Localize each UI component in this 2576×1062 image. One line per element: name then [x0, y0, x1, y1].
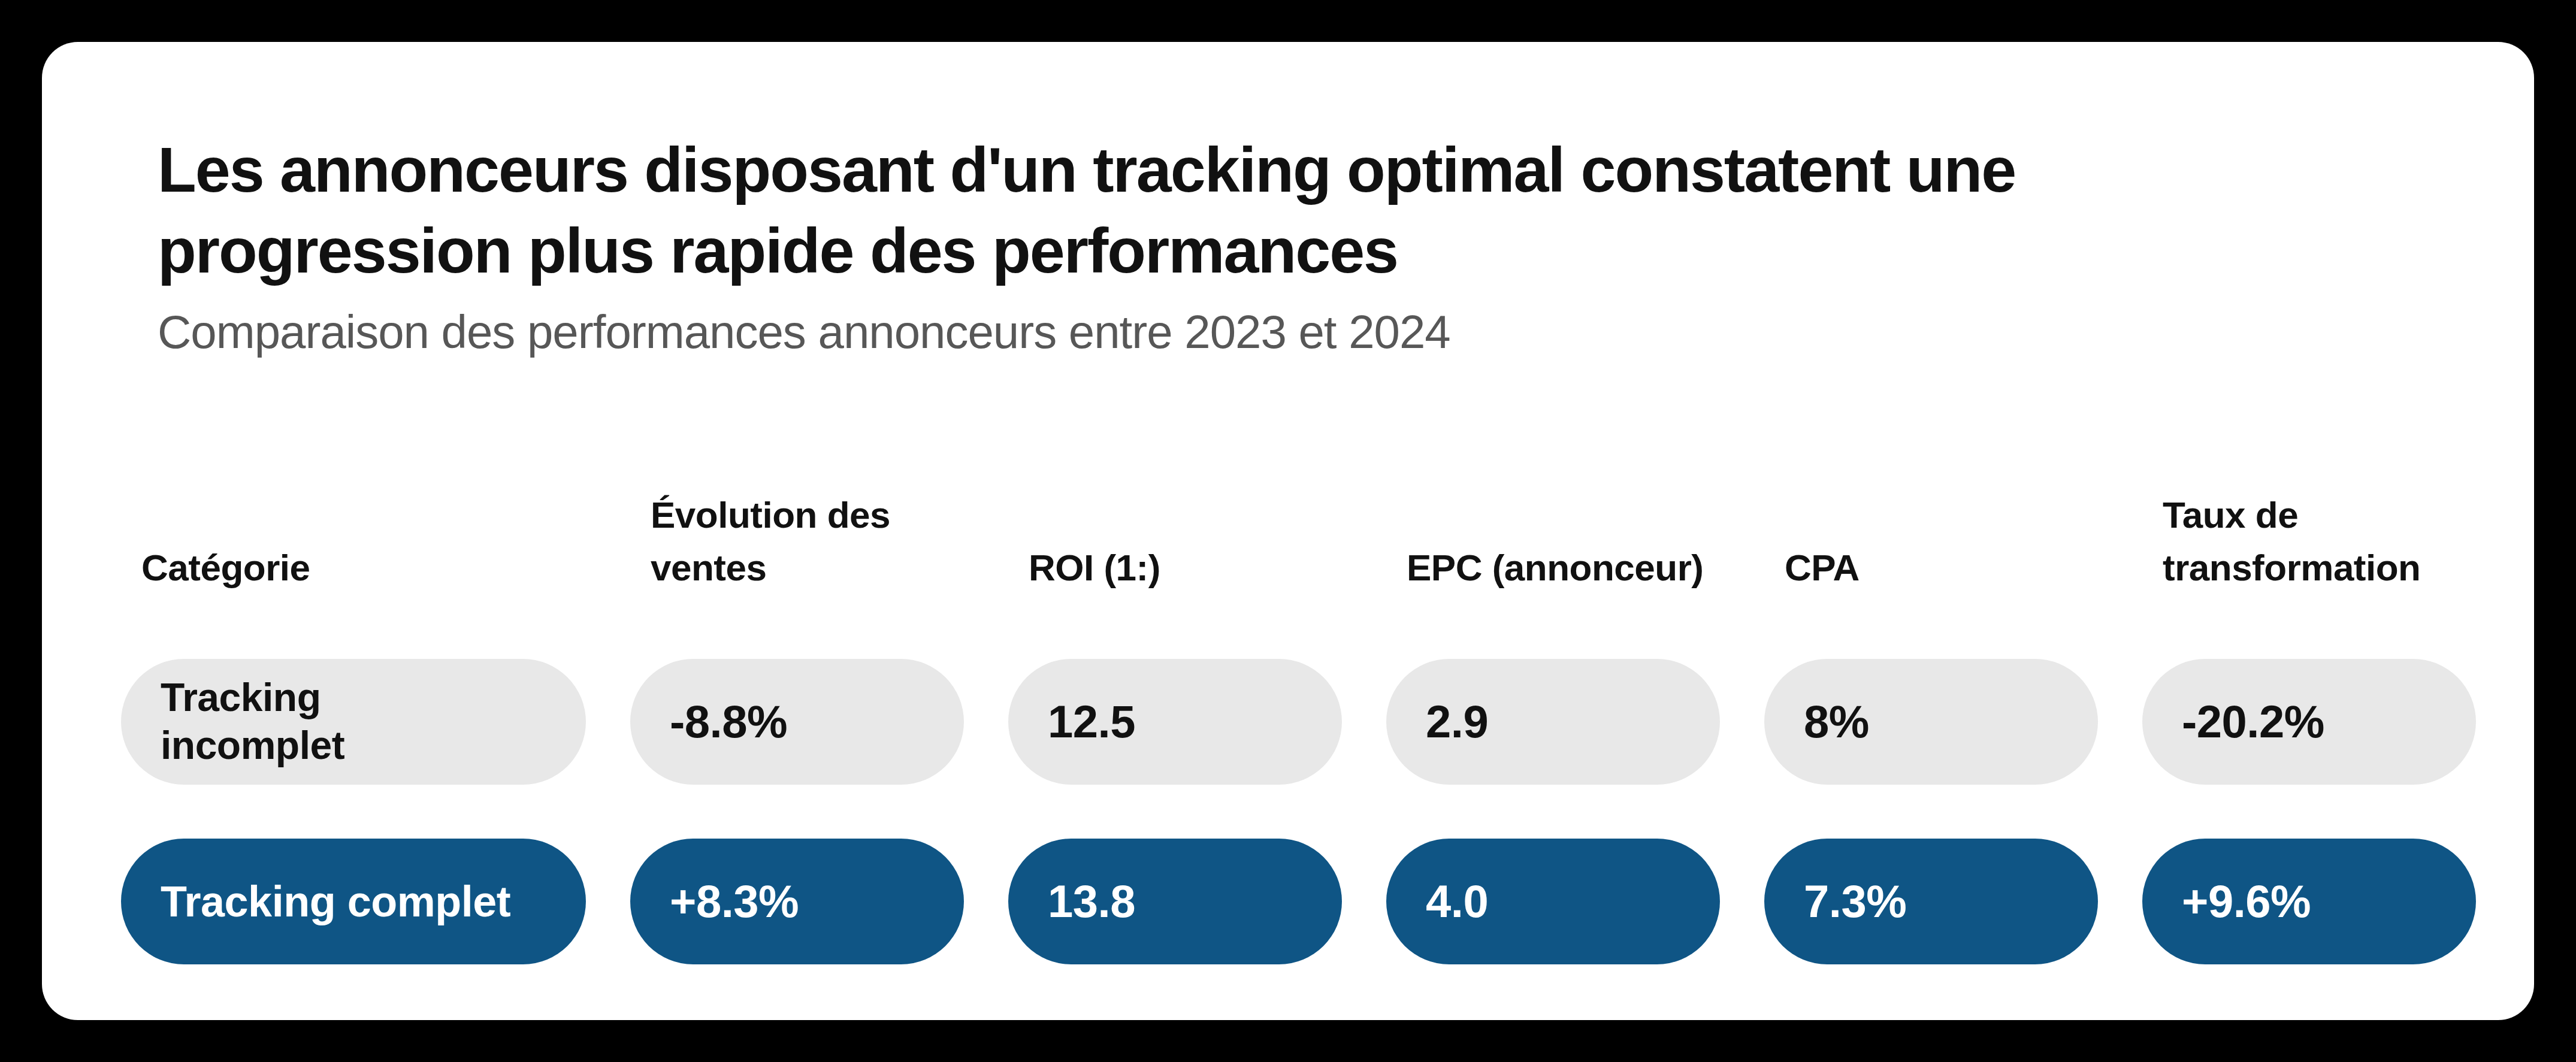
value-pill-evolution-complet: +8.3%	[630, 839, 964, 964]
value-label: 4.0	[1426, 875, 1488, 927]
value-pill-roi-complet: 13.8	[1008, 839, 1342, 964]
value-pill-roi-incomplet: 12.5	[1008, 659, 1342, 785]
table-row-tracking-incomplet: Tracking incomplet -8.8% 12.5 2.9 8% -20…	[121, 659, 2476, 785]
category-pill-tracking-complet: Tracking complet	[121, 839, 586, 964]
page-title-line-1: Les annonceurs disposant d'un tracking o…	[158, 129, 2290, 210]
category-pill-tracking-incomplet: Tracking incomplet	[121, 659, 586, 785]
value-label: -20.2%	[2182, 695, 2324, 748]
page-subtitle: Comparaison des performances annonceurs …	[158, 306, 2476, 358]
value-label: 8%	[1804, 695, 1869, 748]
value-pill-taux-incomplet: -20.2%	[2142, 659, 2476, 785]
page-title: Les annonceurs disposant d'un tracking o…	[158, 129, 2290, 291]
value-pill-cpa-incomplet: 8%	[1764, 659, 2098, 785]
value-label: +8.3%	[670, 875, 799, 927]
column-header-roi: ROI (1:)	[1008, 541, 1342, 594]
value-pill-taux-complet: +9.6%	[2142, 839, 2476, 964]
value-label: 7.3%	[1804, 875, 1906, 927]
column-header-categorie: Catégorie	[121, 541, 586, 594]
value-pill-epc-complet: 4.0	[1386, 839, 1720, 964]
column-header-taux-transformation: Taux de transformation	[2142, 489, 2476, 594]
value-pill-cpa-complet: 7.3%	[1764, 839, 2098, 964]
column-header-epc: EPC (annonceur)	[1386, 541, 1720, 594]
category-label: Tracking complet	[161, 877, 510, 926]
column-header-cpa: CPA	[1764, 541, 2098, 594]
value-label: +9.6%	[2182, 875, 2311, 927]
page-title-line-2: progression plus rapide des performances	[158, 210, 2290, 291]
infographic-card: Les annonceurs disposant d'un tracking o…	[42, 42, 2534, 1020]
value-label: 12.5	[1048, 695, 1135, 748]
table-row-tracking-complet: Tracking complet +8.3% 13.8 4.0 7.3% +9.…	[121, 839, 2476, 964]
category-label: Tracking incomplet	[161, 674, 418, 768]
value-label: 2.9	[1426, 695, 1488, 748]
value-pill-epc-incomplet: 2.9	[1386, 659, 1720, 785]
value-label: -8.8%	[670, 695, 787, 748]
value-label: 13.8	[1048, 875, 1135, 927]
table-header-row: Catégorie Évolution des ventes ROI (1:) …	[121, 489, 2476, 594]
value-pill-evolution-incomplet: -8.8%	[630, 659, 964, 785]
column-header-evolution-ventes: Évolution des ventes	[630, 489, 964, 594]
